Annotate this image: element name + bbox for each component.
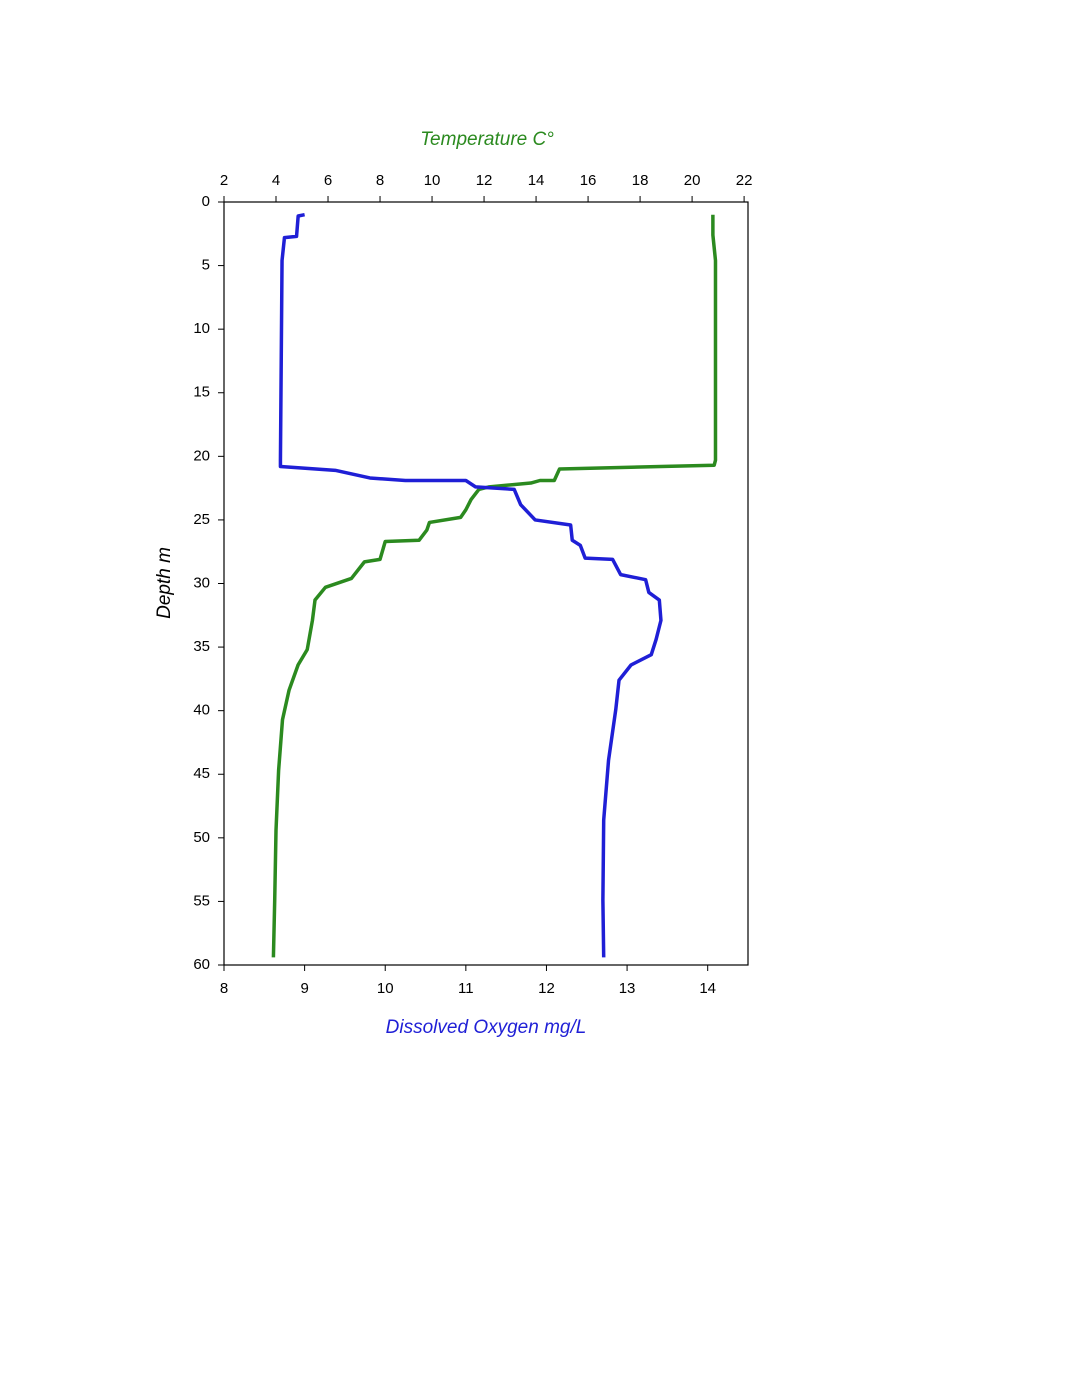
x-axis-label: Dissolved Oxygen mg/L — [386, 1017, 587, 1038]
y-tick-label: 5 — [202, 257, 210, 274]
y-tick-label: 25 — [193, 511, 210, 528]
y-axis-label: Depth m — [154, 547, 175, 619]
profile-line — [271, 214, 718, 958]
x2-tick-label: 2 — [220, 172, 228, 189]
x2-tick-label: 6 — [324, 172, 332, 189]
y-tick-label: 0 — [202, 193, 210, 210]
x-tick-label: 13 — [619, 980, 636, 997]
x2-tick-label: 18 — [632, 172, 649, 189]
x-tick-label: 11 — [458, 980, 474, 997]
x2-axis-label: Temperature C° — [420, 129, 554, 150]
x-tick-label: 14 — [699, 980, 716, 997]
x2-tick-label: 10 — [424, 172, 441, 189]
x2-tick-label: 12 — [476, 172, 493, 189]
y-tick-label: 50 — [193, 829, 210, 846]
x-tick-label: 12 — [538, 980, 555, 997]
profile-line — [278, 213, 663, 958]
x2-tick-label: 4 — [272, 172, 280, 189]
x2-tick-label: 14 — [528, 172, 545, 189]
y-tick-label: 30 — [193, 574, 210, 591]
y-tick-label: 40 — [193, 702, 210, 719]
x2-tick-label: 8 — [376, 172, 384, 189]
y-tick-label: 45 — [193, 765, 210, 782]
x-tick-label: 8 — [220, 980, 228, 997]
y-tick-label: 15 — [193, 384, 210, 401]
y-tick-label: 60 — [193, 956, 210, 973]
x2-tick-label: 20 — [684, 172, 701, 189]
y-tick-label: 20 — [193, 447, 210, 464]
y-tick-label: 35 — [193, 638, 210, 655]
y-tick-label: 10 — [193, 320, 210, 337]
x-tick-label: 9 — [300, 980, 308, 997]
x-tick-label: 10 — [377, 980, 394, 997]
y-tick-label: 55 — [193, 892, 210, 909]
plot-frame — [223, 201, 749, 966]
x2-tick-label: 22 — [736, 172, 753, 189]
x2-tick-label: 16 — [580, 172, 597, 189]
